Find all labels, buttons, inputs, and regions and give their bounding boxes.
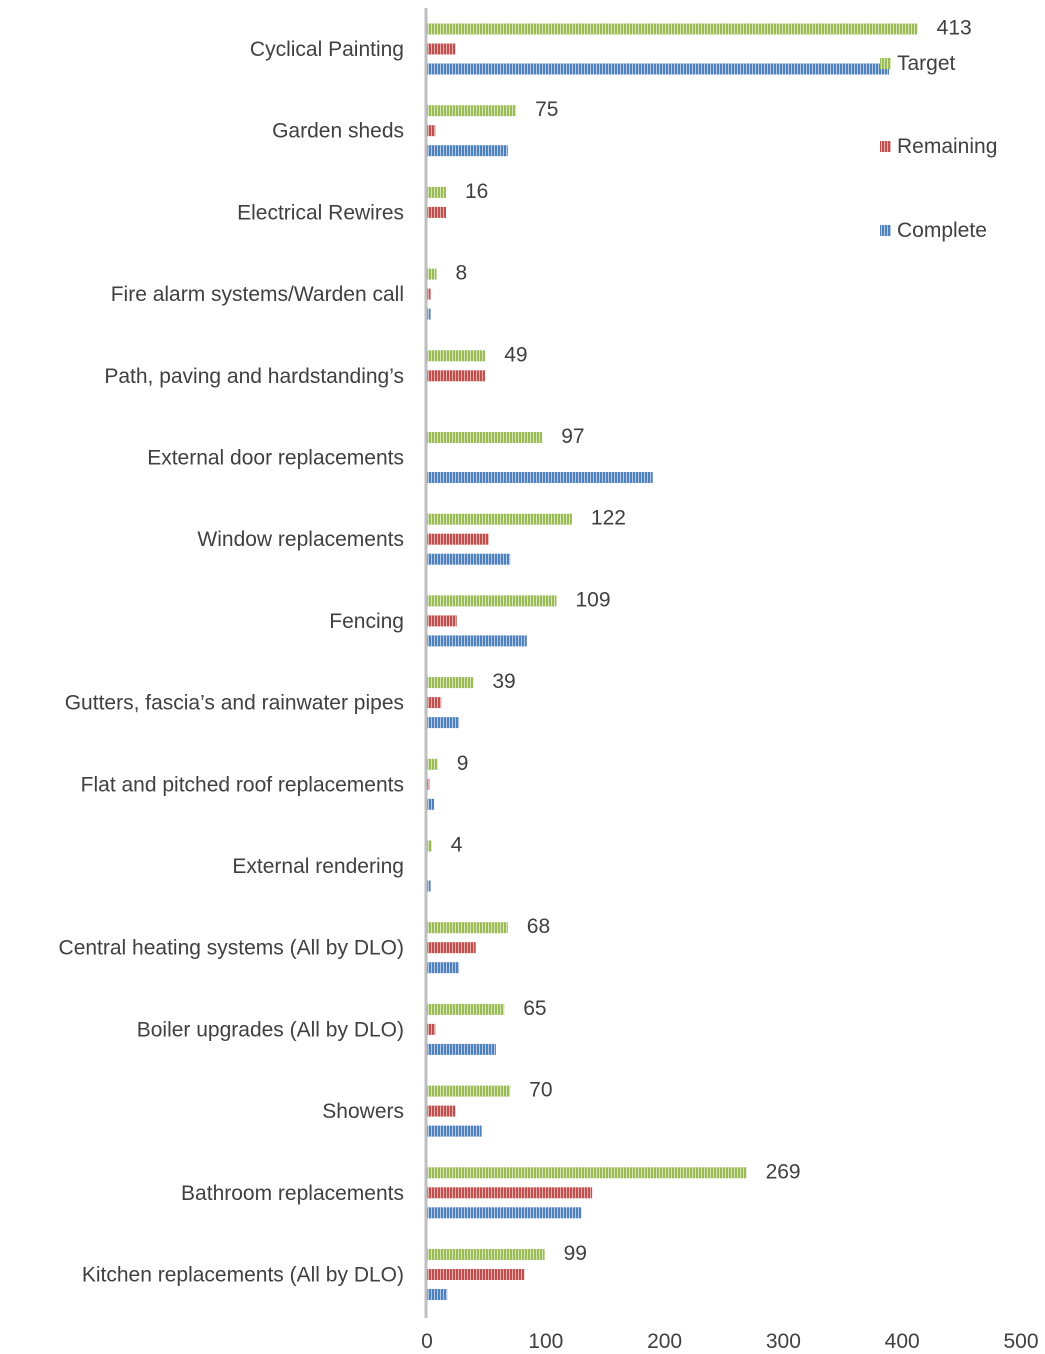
data-label-gutters-fascia-s-and-rainwater-pipes: 39 [492,670,515,693]
bar-complete-external-door-replacements [427,472,653,483]
bar-complete-bathroom-replacements [427,1207,582,1219]
x-tick-label: 500 [1003,1330,1038,1353]
legend-swatch-complete [880,225,891,236]
bar-target-window-replacements [427,513,572,525]
data-label-showers: 70 [529,1079,552,1102]
bar-remaining-fire-alarm-systems-warden-call [427,288,431,300]
legend-label-remaining: Remaining [897,135,997,158]
bar-target-fire-alarm-systems-warden-call [427,268,437,280]
category-label: Gutters, fascia’s and rainwater pipes [65,692,404,715]
category-label: Path, paving and hardstanding’s [104,365,404,388]
bar-complete-showers [427,1125,482,1137]
data-label-flat-and-pitched-roof-replacements: 9 [457,752,469,775]
category-label: Fire alarm systems/Warden call [111,283,404,306]
category-label: Kitchen replacements (All by DLO) [82,1264,404,1287]
x-tick-label: 100 [528,1330,563,1353]
data-label-electrical-rewires: 16 [465,180,488,203]
category-label: Garden sheds [272,120,404,143]
data-label-bathroom-replacements: 269 [766,1160,801,1183]
bar-remaining-showers [427,1105,456,1117]
x-axis-ticks: 0 100 200 300 400 500 [421,1330,1038,1353]
data-label-window-replacements: 122 [591,507,626,530]
bar-remaining-gutters-fascia-s-and-rainwater-pipes [427,697,442,709]
category-labels: Cyclical Painting Garden sheds Electrical … [59,38,404,1287]
category-label: Central heating systems (All by DLO) [59,937,404,960]
data-label-fire-alarm-systems-warden-call: 8 [456,262,468,285]
data-label-boiler-upgrades-all-by-dlo: 65 [523,997,546,1020]
bar-complete-fencing [427,635,527,647]
bar-remaining-cyclical-painting [427,43,456,55]
bar-target-cyclical-painting [427,23,918,35]
bar-target-bathroom-replacements [427,1167,747,1179]
data-label-fencing: 109 [575,588,610,611]
category-label: Cyclical Painting [250,38,404,61]
bar-target-central-heating-systems-all-by-dlo [427,922,508,934]
bar-remaining-kitchen-replacements-all-by-dlo [427,1269,525,1280]
bar-complete-external-rendering [427,880,431,892]
bar-group [427,23,918,1300]
bar-target-garden-sheds [427,105,517,117]
bar-target-boiler-upgrades-all-by-dlo [427,1003,505,1015]
data-label-external-rendering: 4 [451,834,463,857]
bar-target-showers [427,1085,511,1097]
bar-remaining-boiler-upgrades-all-by-dlo [427,1023,436,1035]
category-label: External rendering [232,855,404,878]
data-label-garden-sheds: 75 [535,98,558,121]
data-label-kitchen-replacements-all-by-dlo: 99 [564,1242,587,1265]
category-label: Flat and pitched roof replacements [81,773,404,796]
bar-complete-garden-sheds [427,145,508,157]
data-labels: 413 75 16 8 49 97 122 109 39 9 4 68 65 70 269 99 [451,17,972,1266]
x-tick-label: 200 [647,1330,682,1353]
x-tick-label: 300 [766,1330,801,1353]
category-label: Showers [322,1100,404,1123]
legend-swatch-remaining [880,141,891,152]
category-label: External door replacements [147,447,404,470]
category-label: Window replacements [197,528,404,551]
bar-complete-central-heating-systems-all-by-dlo [427,962,460,974]
legend-label-complete: Complete [897,219,987,242]
bar-target-path-paving-and-hardstanding-s [427,350,486,362]
bar-remaining-fencing [427,615,457,627]
data-label-external-door-replacements: 97 [561,425,584,448]
data-label-path-paving-and-hardstanding-s: 49 [504,343,527,366]
bar-complete-fire-alarm-systems-warden-call [427,308,431,320]
x-tick-label: 400 [885,1330,920,1353]
bar-target-external-door-replacements [427,432,543,443]
bar-complete-window-replacements [427,553,511,565]
bar-target-kitchen-replacements-all-by-dlo [427,1249,545,1260]
x-tick-label: 0 [421,1330,433,1353]
data-label-cyclical-painting: 413 [937,17,972,40]
bar-complete-gutters-fascia-s-and-rainwater-pipes [427,717,460,729]
bar-target-electrical-rewires [427,186,447,198]
category-label: Fencing [329,610,404,633]
bar-remaining-path-paving-and-hardstanding-s [427,370,486,382]
bar-remaining-flat-and-pitched-roof-replacements [427,778,430,790]
legend: Target Remaining Complete [880,52,997,242]
legend-label-target: Target [897,52,956,75]
bar-remaining-garden-sheds [427,125,436,137]
bar-target-gutters-fascia-s-and-rainwater-pipes [427,677,474,689]
data-label-central-heating-systems-all-by-dlo: 68 [527,915,550,938]
bar-remaining-central-heating-systems-all-by-dlo [427,942,476,954]
bar-remaining-window-replacements [427,533,489,545]
bar-remaining-electrical-rewires [427,206,447,218]
bar-complete-boiler-upgrades-all-by-dlo [427,1043,496,1055]
bar-complete-flat-and-pitched-roof-replacements [427,798,435,810]
bar-target-flat-and-pitched-roof-replacements [427,758,438,770]
category-label: Boiler upgrades (All by DLO) [137,1018,404,1041]
bar-remaining-bathroom-replacements [427,1187,593,1199]
bar-target-fencing [427,595,557,607]
category-label: Electrical Rewires [237,201,404,224]
category-label: Bathroom replacements [181,1182,404,1205]
bar-complete-cyclical-painting [427,63,890,75]
bar-target-external-rendering [427,840,432,852]
bar-complete-kitchen-replacements-all-by-dlo [427,1289,448,1300]
legend-swatch-target [880,58,891,69]
